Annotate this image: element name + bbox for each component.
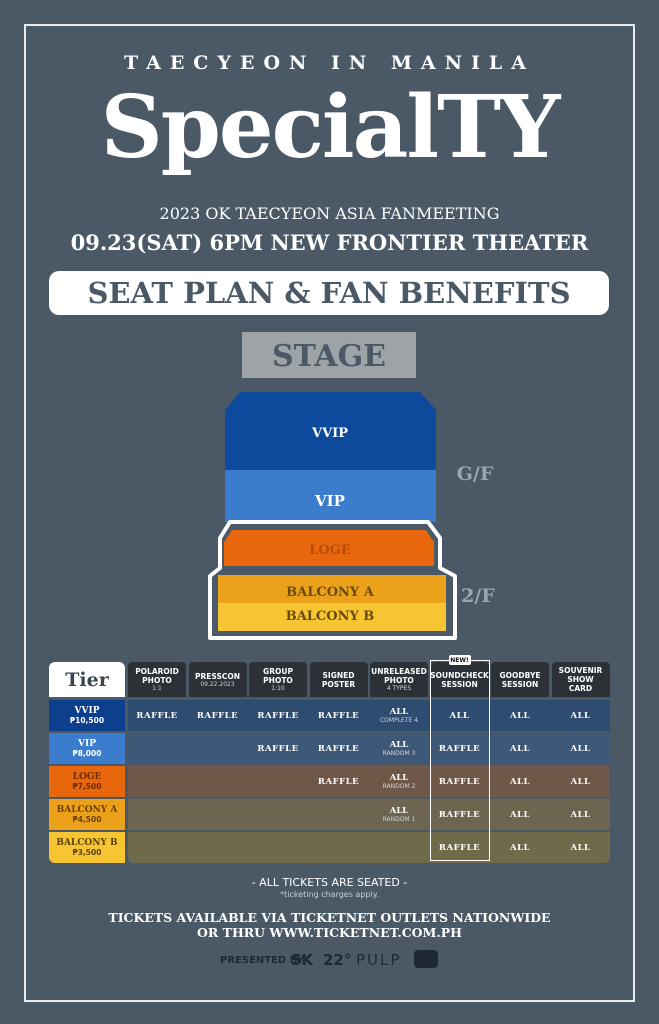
title: SpecialTY xyxy=(100,77,561,178)
section-label: VIP xyxy=(314,492,345,510)
section-label: BALCONY B xyxy=(286,609,375,624)
charges-note: *ticketing charges apply. xyxy=(280,890,379,899)
sponsor: PULP xyxy=(356,951,402,969)
section-label: VVIP xyxy=(311,426,348,441)
frame xyxy=(24,24,635,1002)
loge-section xyxy=(224,530,434,566)
sponsor-logo xyxy=(414,950,438,968)
floor-label: G/F xyxy=(457,463,494,485)
section-label: BALCONY A xyxy=(286,585,375,600)
sponsor: 22° xyxy=(323,951,352,969)
vvip-section xyxy=(225,392,436,470)
stage-label: STAGE xyxy=(272,339,386,374)
availability: OR THRU WWW.TICKETNET.COM.PH xyxy=(197,925,462,940)
seated-note: - ALL TICKETS ARE SEATED - xyxy=(251,876,408,889)
vip-section xyxy=(225,470,436,522)
sponsor: 5K xyxy=(291,951,314,969)
floor-label: 2/F xyxy=(461,585,495,607)
kicker: TAECYEON IN MANILA xyxy=(123,52,536,74)
presented-by: PRESENTED BY xyxy=(220,955,305,966)
date-venue: 09.23(SAT) 6PM NEW FRONTIER THEATER xyxy=(70,230,589,255)
subtitle: 2023 OK TAECYEON ASIA FANMEETING xyxy=(159,204,500,223)
section-label: LOGE xyxy=(309,543,351,558)
seat-map: STAGE VVIP VIP LOGE BALCONY A BALCONY B … xyxy=(208,332,495,640)
stage xyxy=(242,332,416,378)
second-floor-outline xyxy=(208,520,457,640)
banner: SEAT PLAN & FAN BENEFITS xyxy=(49,271,609,315)
balcony-b-section xyxy=(218,603,446,631)
availability: TICKETS AVAILABLE VIA TICKETNET OUTLETS … xyxy=(108,910,551,925)
balcony-a-section xyxy=(218,575,446,603)
